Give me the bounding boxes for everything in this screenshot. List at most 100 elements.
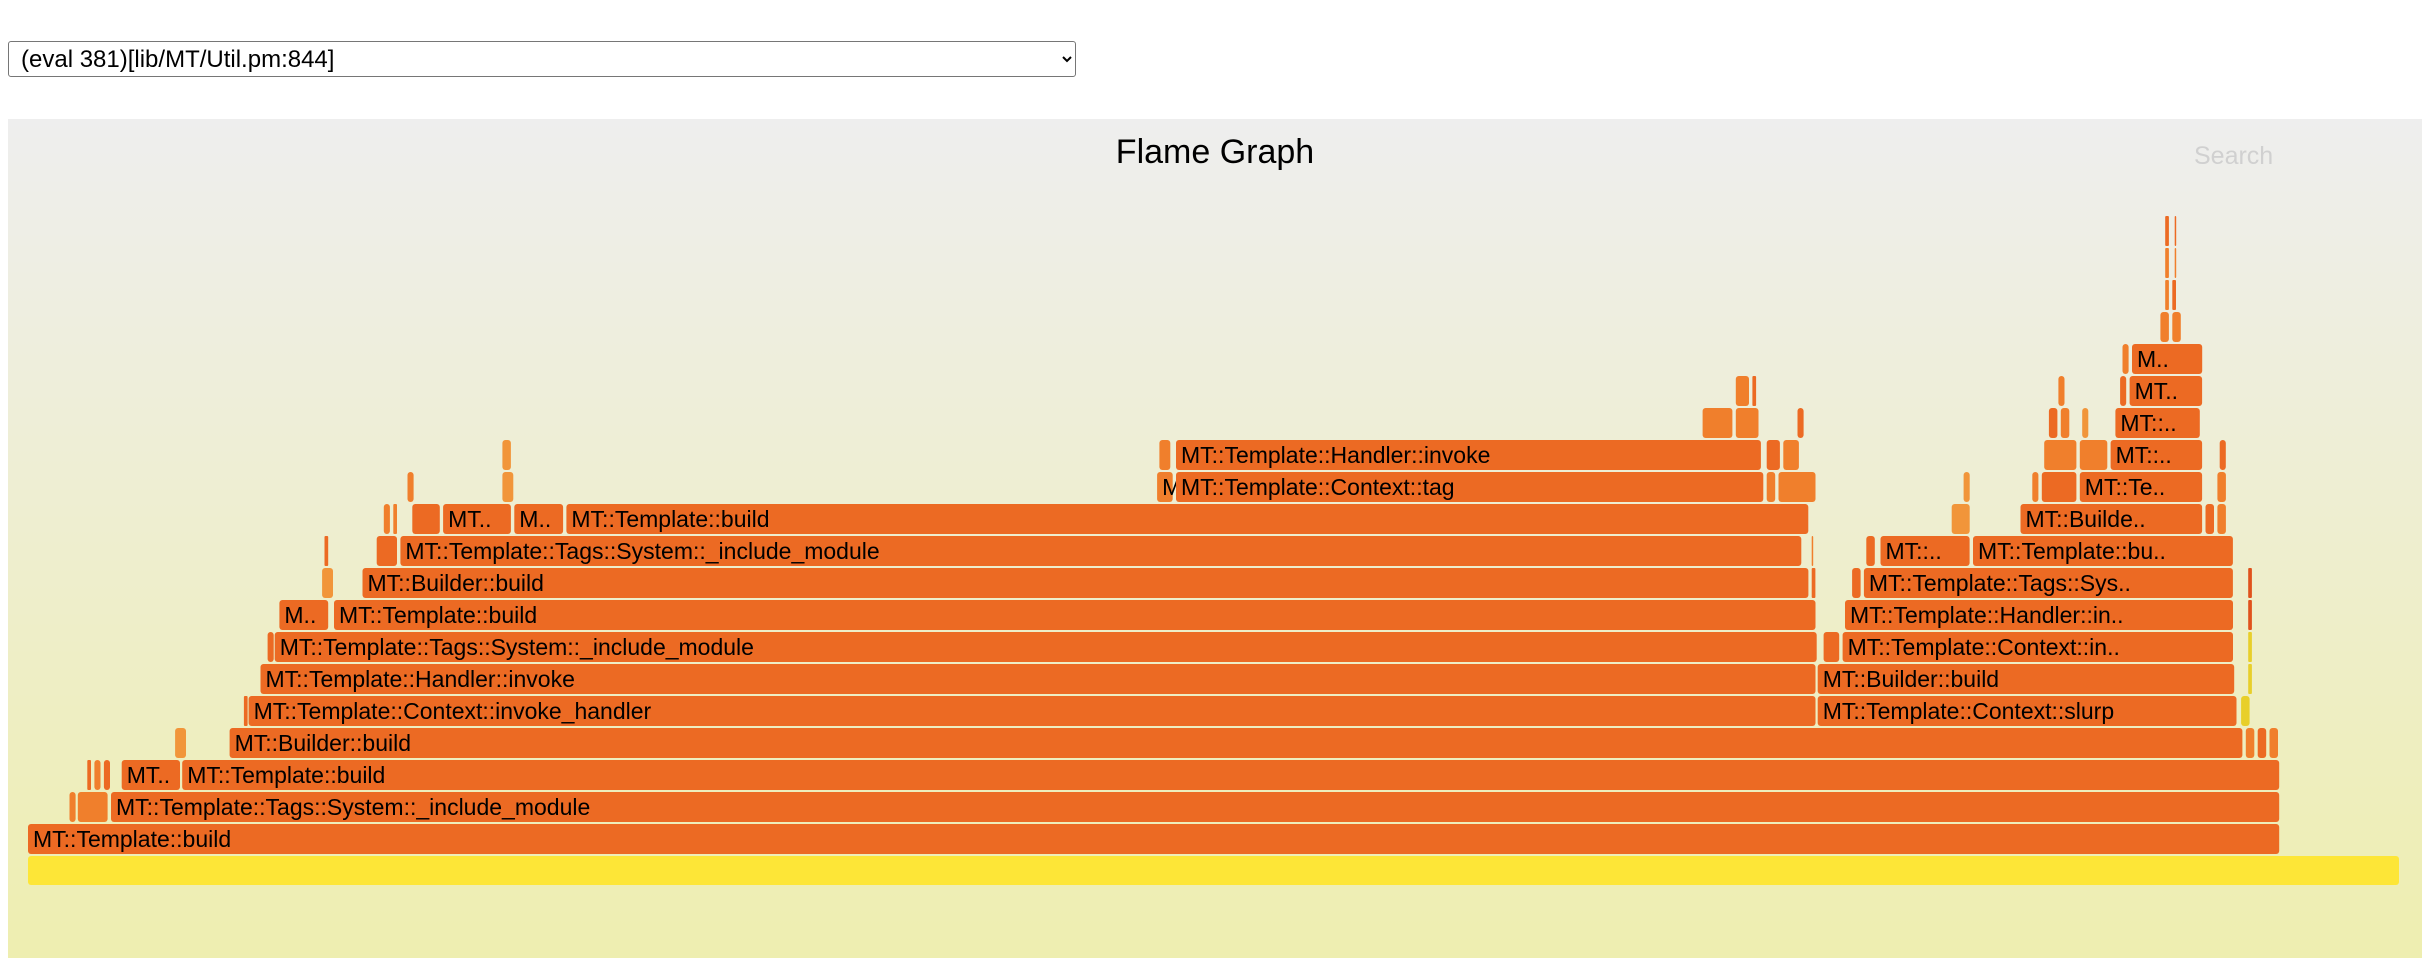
frame-rect[interactable] bbox=[2174, 216, 2177, 246]
frame-rect[interactable] bbox=[1817, 696, 2237, 726]
flame-frame[interactable] bbox=[393, 504, 397, 534]
frame-rect[interactable] bbox=[2174, 248, 2177, 278]
flame-frame[interactable] bbox=[175, 728, 186, 758]
flame-frame[interactable] bbox=[2217, 472, 2226, 502]
flame-frame[interactable] bbox=[94, 760, 101, 790]
frame-rect[interactable] bbox=[2257, 728, 2267, 758]
frame-rect[interactable] bbox=[1157, 472, 1173, 502]
flame-frame[interactable]: MT.. bbox=[2129, 376, 2203, 406]
flame-frame[interactable] bbox=[243, 696, 248, 726]
flame-frame[interactable] bbox=[2060, 408, 2070, 438]
frame-rect[interactable] bbox=[2217, 504, 2226, 534]
frame-rect[interactable] bbox=[412, 504, 440, 534]
frame-rect[interactable] bbox=[1766, 472, 1776, 502]
flame-frame[interactable] bbox=[2165, 248, 2169, 278]
frame-rect[interactable] bbox=[1880, 536, 1970, 566]
frame-rect[interactable] bbox=[2079, 440, 2108, 470]
frame-rect[interactable] bbox=[274, 632, 1817, 662]
flame-frame[interactable] bbox=[1951, 504, 1970, 534]
flame-frame[interactable] bbox=[2079, 440, 2108, 470]
frame-rect[interactable] bbox=[111, 792, 2280, 822]
flame-frame[interactable] bbox=[103, 760, 110, 790]
frame-rect[interactable] bbox=[2120, 376, 2127, 406]
frame-rect[interactable] bbox=[1811, 536, 1814, 566]
flame-frame[interactable] bbox=[1766, 440, 1780, 470]
frame-rect[interactable] bbox=[243, 696, 248, 726]
frame-rect[interactable] bbox=[2044, 440, 2077, 470]
frame-rect[interactable] bbox=[1866, 536, 1875, 566]
frame-rect[interactable] bbox=[2110, 440, 2203, 470]
flame-frame[interactable]: MT.. bbox=[121, 760, 180, 790]
flame-frame[interactable]: MT::Template::build bbox=[566, 504, 1809, 534]
flame-frame[interactable]: M.. bbox=[2132, 344, 2203, 374]
frame-rect[interactable] bbox=[2079, 472, 2203, 502]
frame-rect[interactable] bbox=[229, 728, 2243, 758]
flame-frame[interactable]: MT::Template::Tags::System::_include_mod… bbox=[274, 632, 1817, 662]
flame-frame[interactable]: MT::Builder::build bbox=[1817, 664, 2235, 694]
frame-rect[interactable] bbox=[1735, 376, 1749, 406]
flame-frame[interactable]: MT::.. bbox=[1880, 536, 1970, 566]
flame-frame[interactable]: MT::Te.. bbox=[2079, 472, 2203, 502]
frame-rect[interactable] bbox=[69, 792, 76, 822]
frame-rect[interactable] bbox=[1766, 440, 1780, 470]
flame-frame[interactable] bbox=[324, 536, 329, 566]
flame-frame[interactable]: MT::Template::Handler::in.. bbox=[1845, 600, 2233, 630]
flame-frame[interactable] bbox=[2165, 280, 2169, 310]
flame-frame[interactable] bbox=[2245, 728, 2255, 758]
flame-frame[interactable]: MT::Builder::build bbox=[362, 568, 1809, 598]
flame-frame[interactable]: MT::Template::Tags::Sys.. bbox=[1863, 568, 2233, 598]
flame-frame[interactable] bbox=[2172, 280, 2176, 310]
flame-frame[interactable] bbox=[2248, 600, 2252, 630]
frame-rect[interactable] bbox=[2132, 344, 2203, 374]
frame-rect[interactable] bbox=[94, 760, 101, 790]
frame-rect[interactable] bbox=[362, 568, 1809, 598]
frame-rect[interactable] bbox=[1852, 568, 1861, 598]
frame-rect[interactable] bbox=[393, 504, 397, 534]
frame-rect[interactable] bbox=[2020, 504, 2203, 534]
frame-rect[interactable] bbox=[1176, 472, 1764, 502]
flame-frame[interactable]: M.. bbox=[279, 600, 329, 630]
flame-frame[interactable] bbox=[1797, 408, 1804, 438]
flame-frame[interactable]: MT::Template::Handler::invoke bbox=[1176, 440, 1761, 470]
flame-frame[interactable] bbox=[2032, 472, 2039, 502]
flame-frame[interactable] bbox=[1766, 472, 1776, 502]
flame-frame[interactable] bbox=[2248, 632, 2252, 662]
frame-rect[interactable] bbox=[2172, 312, 2181, 342]
frame-rect[interactable] bbox=[248, 696, 1816, 726]
frame-rect[interactable] bbox=[2217, 472, 2226, 502]
flame-frame[interactable] bbox=[2257, 728, 2267, 758]
flame-frame[interactable] bbox=[1159, 440, 1171, 470]
frame-rect[interactable] bbox=[2172, 280, 2176, 310]
flame-frame[interactable]: MT.. bbox=[443, 504, 511, 534]
frame-rect[interactable] bbox=[1702, 408, 1733, 438]
frame-rect[interactable] bbox=[175, 728, 186, 758]
flame-frame[interactable] bbox=[2269, 728, 2279, 758]
frame-rect[interactable] bbox=[1778, 472, 1816, 502]
frame-rect[interactable] bbox=[2248, 664, 2252, 694]
frame-rect[interactable] bbox=[1752, 376, 1757, 406]
flame-frame[interactable] bbox=[2248, 568, 2252, 598]
frame-rect[interactable] bbox=[2248, 632, 2252, 662]
frame-rect[interactable] bbox=[2058, 376, 2065, 406]
frame-rect[interactable] bbox=[2245, 728, 2255, 758]
frame-rect[interactable] bbox=[2165, 216, 2169, 246]
flame-frame[interactable] bbox=[2044, 440, 2077, 470]
flame-frame[interactable] bbox=[2058, 376, 2065, 406]
flame-frame[interactable] bbox=[407, 472, 414, 502]
frame-rect[interactable] bbox=[2060, 408, 2070, 438]
frame-rect[interactable] bbox=[28, 824, 2280, 854]
frame-rect[interactable] bbox=[383, 504, 390, 534]
flame-frame[interactable] bbox=[1735, 408, 1759, 438]
flame-frame[interactable]: MT::Template::Context::in.. bbox=[1842, 632, 2233, 662]
frame-rect[interactable] bbox=[376, 536, 397, 566]
flame-frame[interactable] bbox=[1811, 536, 1814, 566]
frame-rect[interactable] bbox=[1811, 568, 1816, 598]
frame-rect[interactable] bbox=[2041, 472, 2077, 502]
frame-rect[interactable] bbox=[2165, 280, 2169, 310]
flame-frame[interactable] bbox=[267, 632, 274, 662]
frame-rect[interactable] bbox=[1817, 664, 2235, 694]
flame-frame[interactable]: MT::.. bbox=[2115, 408, 2200, 438]
flame-frame[interactable]: MT::Template::Tags::System::_include_mod… bbox=[111, 792, 2280, 822]
flame-frame[interactable] bbox=[1811, 568, 1816, 598]
flame-frame[interactable]: MT::Template::Context::invoke_handler bbox=[248, 696, 1816, 726]
